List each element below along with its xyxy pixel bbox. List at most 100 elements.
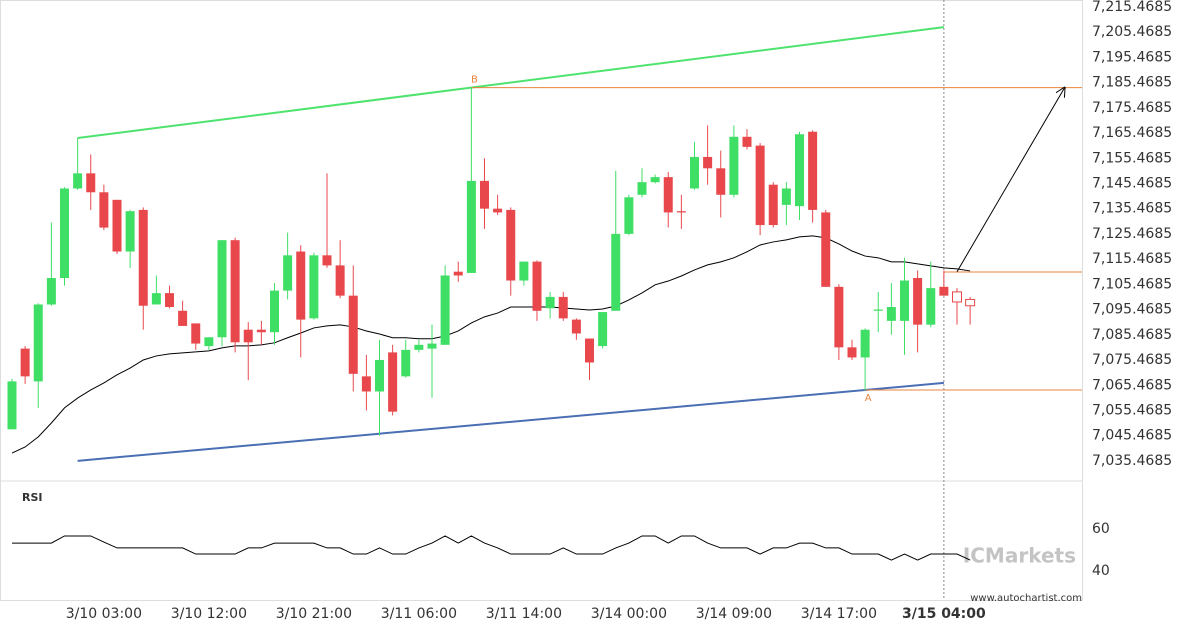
candle-body <box>256 329 266 333</box>
y-tick-label: 7,055.4685 <box>1092 402 1172 418</box>
candle-body <box>558 296 568 319</box>
candle-body <box>650 177 660 183</box>
candle-body <box>860 329 870 358</box>
candle-body <box>309 255 319 319</box>
y-tick-label: 7,105.4685 <box>1092 276 1172 292</box>
y-tick-label: 7,065.4685 <box>1092 377 1172 393</box>
candle-body <box>676 211 686 213</box>
x-tick-label: 3/15 04:00 <box>902 606 986 622</box>
candle-body <box>138 209 148 306</box>
y-tick-label: 60 <box>1092 521 1110 537</box>
candle-body <box>388 352 398 412</box>
x-tick-label: 3/14 17:00 <box>801 606 877 622</box>
candle-body <box>322 255 332 266</box>
candle-body <box>283 255 293 291</box>
candle-body <box>795 134 804 207</box>
candle-body <box>86 173 96 193</box>
candle-body <box>939 286 949 296</box>
y-tick-label: 7,185.4685 <box>1092 75 1172 91</box>
candle-body <box>742 136 752 147</box>
x-tick-label: 3/14 09:00 <box>696 606 772 622</box>
credit: www.autochartist.com <box>970 593 1082 604</box>
level-label: B <box>471 75 478 86</box>
level-label: A <box>865 393 872 404</box>
candle-body <box>808 131 818 210</box>
candle-body <box>965 298 976 307</box>
candle-body <box>243 329 253 343</box>
candle-body <box>519 261 529 281</box>
candle-body <box>361 376 371 392</box>
candle-body <box>165 293 174 308</box>
trend-line <box>77 26 945 140</box>
candle-body <box>375 359 384 392</box>
candle-body <box>900 280 909 321</box>
y-tick-label: 7,035.4685 <box>1092 453 1172 469</box>
candle-body <box>886 307 896 321</box>
y-tick-label: 7,085.4685 <box>1092 327 1172 343</box>
candle-body <box>151 293 161 305</box>
candle-body <box>73 173 83 189</box>
forecast-arrow <box>956 88 1065 272</box>
x-tick-label: 3/10 12:00 <box>171 606 247 622</box>
candle-body <box>401 349 411 377</box>
candle-body <box>506 209 516 281</box>
trend-line <box>77 381 944 462</box>
candle-body <box>20 348 30 377</box>
candle-body <box>99 192 109 228</box>
candle-body <box>46 278 56 305</box>
candle-body <box>112 199 122 252</box>
candle-body <box>440 275 450 345</box>
candle-body <box>952 291 962 303</box>
x-tick-label: 3/11 14:00 <box>486 606 562 622</box>
candle-body <box>178 310 188 326</box>
rsi-line <box>12 535 971 561</box>
candle-body <box>926 288 936 325</box>
candle-body <box>637 182 647 195</box>
candle-body <box>729 136 739 195</box>
x-tick-label: 3/11 06:00 <box>381 606 457 622</box>
x-tick-label: 3/14 00:00 <box>591 606 667 622</box>
candle-body <box>60 188 69 279</box>
candle-body <box>270 290 279 333</box>
candle-body <box>755 145 765 226</box>
candle-body <box>480 180 489 209</box>
candle-body <box>427 343 437 349</box>
candle-body <box>296 251 306 320</box>
candle-body <box>781 188 791 205</box>
candle-body <box>493 208 503 213</box>
candle-body <box>125 211 135 252</box>
candle-body <box>33 304 43 382</box>
candle-body <box>663 177 673 213</box>
y-tick-label: 7,135.4685 <box>1092 201 1172 217</box>
candle-body <box>571 319 581 334</box>
candle-body <box>204 337 214 347</box>
candle-body <box>585 338 594 363</box>
candle-body <box>453 271 463 276</box>
candle-body <box>191 323 201 344</box>
x-tick-label: 3/10 21:00 <box>276 606 352 622</box>
candle-body <box>873 309 883 311</box>
candle-body <box>466 180 476 273</box>
candle-body <box>598 312 608 347</box>
candle-body <box>716 168 726 195</box>
y-tick-label: 7,075.4685 <box>1092 352 1172 368</box>
candle-body <box>913 278 923 325</box>
candle-body <box>834 286 844 348</box>
candle-body <box>335 265 345 296</box>
y-tick-label: 7,155.4685 <box>1092 150 1172 166</box>
candle-body <box>545 296 555 309</box>
candle-body <box>414 344 424 350</box>
candle-body <box>847 347 857 358</box>
y-tick-label: 7,195.4685 <box>1092 49 1172 65</box>
candle-body <box>821 212 831 287</box>
moving-average <box>11 235 971 454</box>
y-tick-label: 7,175.4685 <box>1092 100 1172 116</box>
candle-body <box>217 240 227 338</box>
watermark: ICMarkets <box>963 544 1076 568</box>
candle-body <box>703 156 713 169</box>
candle-body <box>611 233 621 311</box>
candle-body <box>230 240 240 343</box>
y-tick-label: 7,125.4685 <box>1092 226 1172 242</box>
candle-body <box>768 184 778 226</box>
